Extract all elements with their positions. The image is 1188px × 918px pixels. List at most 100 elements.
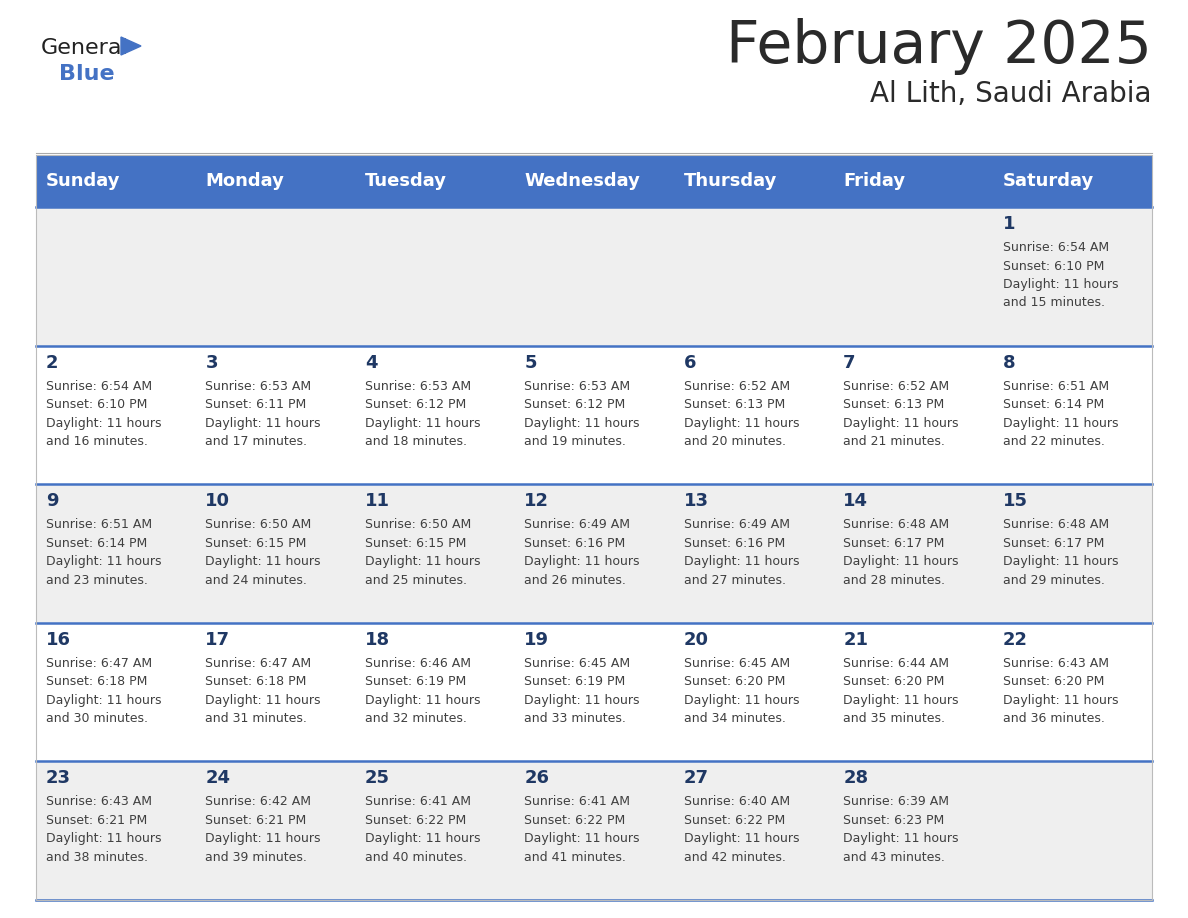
Text: Blue: Blue — [59, 64, 114, 84]
Text: 9: 9 — [46, 492, 58, 510]
Text: Sunrise: 6:41 AM: Sunrise: 6:41 AM — [524, 795, 631, 809]
Text: Sunset: 6:13 PM: Sunset: 6:13 PM — [684, 398, 785, 411]
Text: Sunrise: 6:48 AM: Sunrise: 6:48 AM — [843, 518, 949, 532]
Text: 2: 2 — [46, 353, 58, 372]
Text: and 25 minutes.: and 25 minutes. — [365, 574, 467, 587]
Text: Saturday: Saturday — [1003, 172, 1094, 190]
Text: 5: 5 — [524, 353, 537, 372]
Text: Sunset: 6:20 PM: Sunset: 6:20 PM — [684, 676, 785, 688]
Text: Al Lith, Saudi Arabia: Al Lith, Saudi Arabia — [871, 80, 1152, 108]
Text: Sunset: 6:15 PM: Sunset: 6:15 PM — [206, 537, 307, 550]
Text: and 26 minutes.: and 26 minutes. — [524, 574, 626, 587]
Text: 21: 21 — [843, 631, 868, 649]
Text: Wednesday: Wednesday — [524, 172, 640, 190]
Text: Daylight: 11 hours: Daylight: 11 hours — [365, 555, 480, 568]
Text: and 19 minutes.: and 19 minutes. — [524, 435, 626, 448]
Text: Sunset: 6:13 PM: Sunset: 6:13 PM — [843, 398, 944, 411]
Text: Sunset: 6:22 PM: Sunset: 6:22 PM — [365, 814, 466, 827]
Text: and 24 minutes.: and 24 minutes. — [206, 574, 308, 587]
Text: Daylight: 11 hours: Daylight: 11 hours — [684, 833, 800, 845]
Text: Daylight: 11 hours: Daylight: 11 hours — [46, 694, 162, 707]
Text: Daylight: 11 hours: Daylight: 11 hours — [843, 417, 959, 430]
Text: Sunrise: 6:43 AM: Sunrise: 6:43 AM — [46, 795, 152, 809]
Text: 16: 16 — [46, 631, 71, 649]
Text: Sunset: 6:11 PM: Sunset: 6:11 PM — [206, 398, 307, 411]
Bar — [36, 155, 1152, 900]
Text: Sunrise: 6:47 AM: Sunrise: 6:47 AM — [206, 656, 311, 670]
Text: Daylight: 11 hours: Daylight: 11 hours — [843, 833, 959, 845]
Text: Daylight: 11 hours: Daylight: 11 hours — [46, 555, 162, 568]
Text: Sunrise: 6:51 AM: Sunrise: 6:51 AM — [1003, 380, 1108, 393]
Bar — [36, 484, 1152, 622]
Text: and 28 minutes.: and 28 minutes. — [843, 574, 946, 587]
Text: 27: 27 — [684, 769, 709, 788]
Text: Sunrise: 6:53 AM: Sunrise: 6:53 AM — [206, 380, 311, 393]
Text: Sunrise: 6:49 AM: Sunrise: 6:49 AM — [684, 518, 790, 532]
Text: Daylight: 11 hours: Daylight: 11 hours — [206, 555, 321, 568]
Text: Sunrise: 6:53 AM: Sunrise: 6:53 AM — [524, 380, 631, 393]
Text: Sunset: 6:23 PM: Sunset: 6:23 PM — [843, 814, 944, 827]
Text: Sunset: 6:15 PM: Sunset: 6:15 PM — [365, 537, 466, 550]
Text: Sunrise: 6:54 AM: Sunrise: 6:54 AM — [46, 380, 152, 393]
Text: Daylight: 11 hours: Daylight: 11 hours — [524, 417, 640, 430]
Text: Sunset: 6:18 PM: Sunset: 6:18 PM — [46, 676, 147, 688]
Text: Sunrise: 6:53 AM: Sunrise: 6:53 AM — [365, 380, 470, 393]
Text: Daylight: 11 hours: Daylight: 11 hours — [206, 833, 321, 845]
Text: Sunrise: 6:39 AM: Sunrise: 6:39 AM — [843, 795, 949, 809]
Text: Sunset: 6:12 PM: Sunset: 6:12 PM — [365, 398, 466, 411]
Text: and 16 minutes.: and 16 minutes. — [46, 435, 147, 448]
Text: Sunset: 6:22 PM: Sunset: 6:22 PM — [524, 814, 626, 827]
Text: 7: 7 — [843, 353, 855, 372]
Text: Sunset: 6:20 PM: Sunset: 6:20 PM — [1003, 676, 1104, 688]
Text: and 36 minutes.: and 36 minutes. — [1003, 712, 1105, 725]
Text: Sunset: 6:17 PM: Sunset: 6:17 PM — [1003, 537, 1104, 550]
Text: Sunday: Sunday — [46, 172, 120, 190]
Text: 20: 20 — [684, 631, 709, 649]
Text: Daylight: 11 hours: Daylight: 11 hours — [524, 833, 640, 845]
Text: and 20 minutes.: and 20 minutes. — [684, 435, 785, 448]
Text: Daylight: 11 hours: Daylight: 11 hours — [206, 417, 321, 430]
Text: and 30 minutes.: and 30 minutes. — [46, 712, 148, 725]
Text: 3: 3 — [206, 353, 217, 372]
Text: Daylight: 11 hours: Daylight: 11 hours — [843, 694, 959, 707]
Text: and 32 minutes.: and 32 minutes. — [365, 712, 467, 725]
Text: and 27 minutes.: and 27 minutes. — [684, 574, 785, 587]
Text: and 38 minutes.: and 38 minutes. — [46, 851, 148, 864]
Text: 11: 11 — [365, 492, 390, 510]
Text: 10: 10 — [206, 492, 230, 510]
Bar — [36, 761, 1152, 900]
Text: and 18 minutes.: and 18 minutes. — [365, 435, 467, 448]
Text: and 42 minutes.: and 42 minutes. — [684, 851, 785, 864]
Text: Sunrise: 6:50 AM: Sunrise: 6:50 AM — [206, 518, 311, 532]
Text: Sunset: 6:21 PM: Sunset: 6:21 PM — [46, 814, 147, 827]
Text: 19: 19 — [524, 631, 549, 649]
Text: and 39 minutes.: and 39 minutes. — [206, 851, 308, 864]
Text: Sunset: 6:10 PM: Sunset: 6:10 PM — [1003, 260, 1104, 273]
Text: Sunrise: 6:50 AM: Sunrise: 6:50 AM — [365, 518, 472, 532]
Text: Sunrise: 6:52 AM: Sunrise: 6:52 AM — [684, 380, 790, 393]
Text: Sunset: 6:20 PM: Sunset: 6:20 PM — [843, 676, 944, 688]
Text: 13: 13 — [684, 492, 709, 510]
Text: Sunset: 6:19 PM: Sunset: 6:19 PM — [524, 676, 626, 688]
Text: Daylight: 11 hours: Daylight: 11 hours — [684, 694, 800, 707]
Text: Sunrise: 6:49 AM: Sunrise: 6:49 AM — [524, 518, 631, 532]
Text: Sunrise: 6:42 AM: Sunrise: 6:42 AM — [206, 795, 311, 809]
Text: 8: 8 — [1003, 353, 1016, 372]
Text: General: General — [42, 38, 128, 58]
Text: 15: 15 — [1003, 492, 1028, 510]
Text: Daylight: 11 hours: Daylight: 11 hours — [524, 555, 640, 568]
Text: 23: 23 — [46, 769, 71, 788]
Text: Sunset: 6:14 PM: Sunset: 6:14 PM — [1003, 398, 1104, 411]
Text: 18: 18 — [365, 631, 390, 649]
Bar — [36, 207, 1152, 345]
Text: 1: 1 — [1003, 215, 1015, 233]
Text: Daylight: 11 hours: Daylight: 11 hours — [365, 417, 480, 430]
Text: 14: 14 — [843, 492, 868, 510]
Text: Sunset: 6:18 PM: Sunset: 6:18 PM — [206, 676, 307, 688]
Text: 22: 22 — [1003, 631, 1028, 649]
Text: Sunset: 6:16 PM: Sunset: 6:16 PM — [524, 537, 626, 550]
Text: Daylight: 11 hours: Daylight: 11 hours — [365, 833, 480, 845]
Text: Tuesday: Tuesday — [365, 172, 447, 190]
Text: Monday: Monday — [206, 172, 284, 190]
Text: 24: 24 — [206, 769, 230, 788]
